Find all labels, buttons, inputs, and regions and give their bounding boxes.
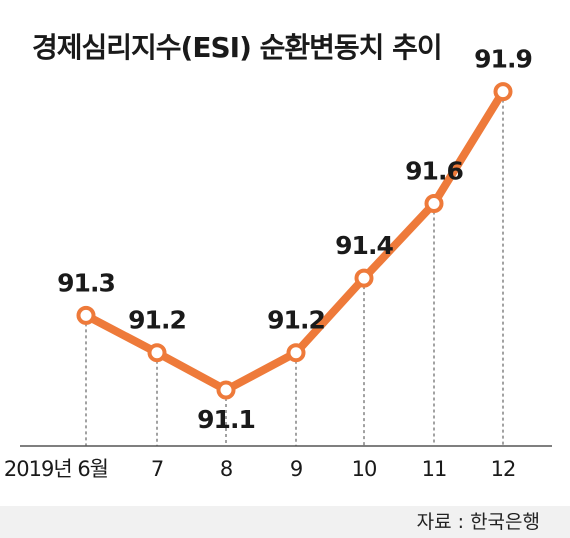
data-label: 91.2 (267, 306, 325, 335)
x-tick-label: 8 (220, 457, 232, 481)
data-point (424, 194, 444, 213)
data-point (76, 305, 96, 325)
data-point (354, 268, 374, 288)
chart-title: 경제심리지수(ESI) 순환변동치 추이 (32, 31, 443, 64)
x-tick-label: 7 (151, 457, 163, 481)
data-label: 91.4 (335, 231, 393, 260)
x-tick-label: 9 (290, 457, 302, 481)
data-label: 91.3 (57, 268, 115, 297)
data-point (286, 343, 306, 363)
data-point (147, 343, 167, 363)
x-tick-label: 11 (422, 457, 447, 481)
x-tick-label: 2019년 6월 (4, 457, 108, 481)
source-note: 자료 : 한국은행 (416, 511, 540, 533)
data-label: 91.1 (197, 405, 255, 434)
data-point (493, 82, 513, 102)
data-label: 91.9 (474, 45, 532, 74)
x-tick-label: 12 (491, 457, 516, 481)
data-point (216, 380, 236, 400)
x-tick-label: 10 (352, 457, 377, 481)
footer-band (0, 506, 570, 538)
data-label: 91.2 (128, 306, 186, 335)
data-label: 91.6 (405, 157, 463, 186)
